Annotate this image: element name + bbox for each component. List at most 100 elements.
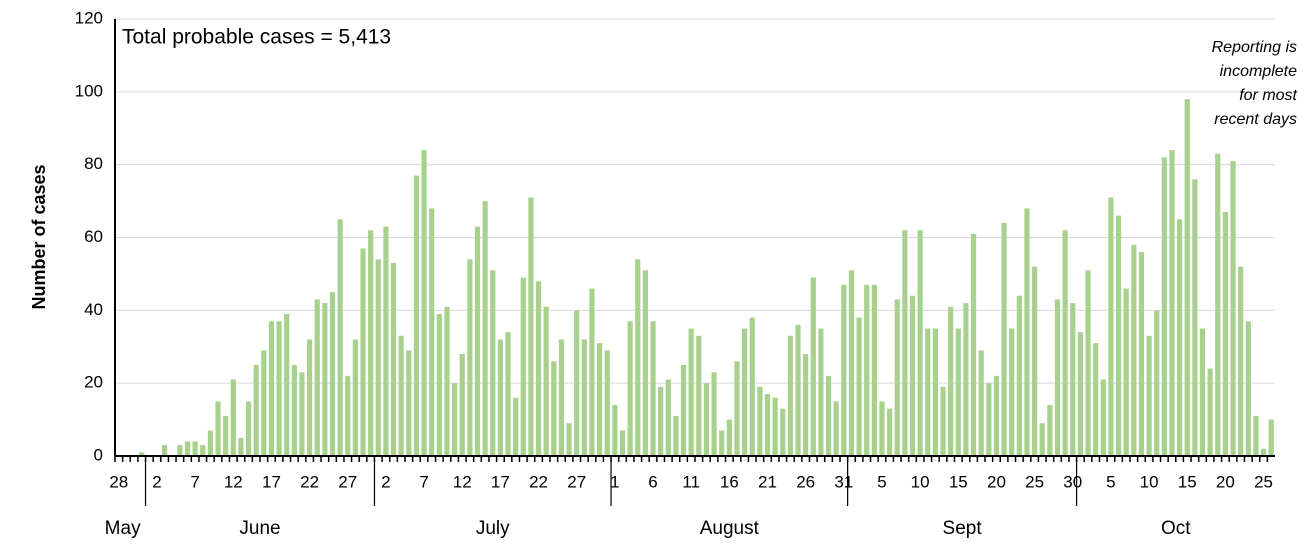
y-tick-label: 80 <box>84 154 103 173</box>
bar <box>482 201 488 456</box>
bar <box>1245 321 1251 456</box>
bar <box>1085 270 1091 456</box>
bar <box>184 441 191 456</box>
bar <box>856 317 862 456</box>
x-tick-label: 28 <box>109 472 128 491</box>
bar <box>345 375 351 456</box>
bar <box>589 288 595 456</box>
bar <box>825 375 832 456</box>
bar <box>429 208 435 456</box>
bar <box>459 354 465 456</box>
x-tick-label: 5 <box>1106 472 1115 491</box>
x-tick-label: 25 <box>1254 472 1273 491</box>
x-tick-label: 10 <box>911 472 930 491</box>
bar <box>314 299 320 456</box>
month-label: Oct <box>1161 518 1191 539</box>
y-axis-label: Number of cases <box>29 164 49 309</box>
x-tick-label: 22 <box>529 472 548 491</box>
x-tick-label: 25 <box>1025 472 1044 491</box>
bar <box>1169 150 1175 456</box>
bar <box>558 339 565 456</box>
bar <box>535 281 542 456</box>
y-tick-label: 0 <box>94 445 103 464</box>
bar <box>291 364 297 456</box>
x-tick-label: 7 <box>190 472 199 491</box>
bar <box>764 394 771 456</box>
bar <box>162 445 168 456</box>
bar <box>513 397 519 456</box>
bar <box>795 324 801 456</box>
bar <box>284 313 290 456</box>
bar <box>917 230 923 456</box>
bar <box>467 259 473 456</box>
bar <box>1222 212 1228 456</box>
bar <box>368 230 374 456</box>
bar <box>978 350 984 456</box>
month-label: June <box>239 518 280 539</box>
bar <box>398 335 404 456</box>
x-tick-label: 26 <box>796 472 815 491</box>
bar <box>1199 328 1206 456</box>
bar <box>597 343 603 456</box>
bar <box>436 313 442 456</box>
bar <box>337 219 343 456</box>
bar <box>1131 244 1137 456</box>
bar <box>1115 215 1122 456</box>
x-tick-label: 5 <box>877 472 886 491</box>
bar <box>909 295 916 456</box>
bar <box>970 233 977 456</box>
bar <box>902 230 908 456</box>
bar <box>245 401 252 456</box>
bar <box>520 277 526 456</box>
bar <box>1215 153 1221 456</box>
bar <box>1100 379 1106 456</box>
bar <box>322 303 328 456</box>
bar <box>268 321 275 456</box>
note: incomplete <box>1220 63 1297 80</box>
bar <box>803 354 809 456</box>
bar <box>925 328 931 456</box>
bar <box>1253 415 1259 456</box>
bar <box>696 335 702 456</box>
bar <box>734 361 740 456</box>
bar <box>619 430 626 456</box>
bar <box>711 372 717 456</box>
bar <box>612 405 618 456</box>
bar <box>1108 197 1114 457</box>
x-tick-label: 21 <box>758 472 777 491</box>
bar <box>497 339 503 456</box>
month-label: Sept <box>943 518 983 539</box>
bar <box>1032 266 1038 456</box>
bar <box>757 386 763 456</box>
bar <box>841 284 847 456</box>
bar <box>329 292 336 456</box>
bar <box>650 321 656 456</box>
bar <box>932 328 938 456</box>
bar <box>1238 266 1244 456</box>
bar <box>1062 230 1068 456</box>
bar <box>1077 332 1083 456</box>
y-tick-label: 20 <box>84 373 103 392</box>
bar <box>1009 328 1015 456</box>
bar <box>1207 368 1213 456</box>
bar <box>444 306 450 456</box>
x-tick-label: 12 <box>224 472 243 491</box>
bar <box>940 386 946 456</box>
x-tick-label: 6 <box>648 472 657 491</box>
bar <box>238 437 244 456</box>
bar <box>192 441 198 456</box>
x-tick-label: 27 <box>338 472 357 491</box>
note: Reporting is <box>1212 39 1297 56</box>
bar <box>658 386 664 456</box>
bar <box>986 383 992 456</box>
bar <box>749 317 755 456</box>
bar <box>215 401 221 456</box>
bar <box>1154 310 1160 456</box>
bar <box>604 350 610 456</box>
bar <box>833 401 839 456</box>
x-tick-label: 30 <box>1063 472 1082 491</box>
bar <box>253 364 259 456</box>
bar <box>848 270 855 456</box>
x-tick-label: 10 <box>1140 472 1159 491</box>
bar <box>787 335 793 456</box>
